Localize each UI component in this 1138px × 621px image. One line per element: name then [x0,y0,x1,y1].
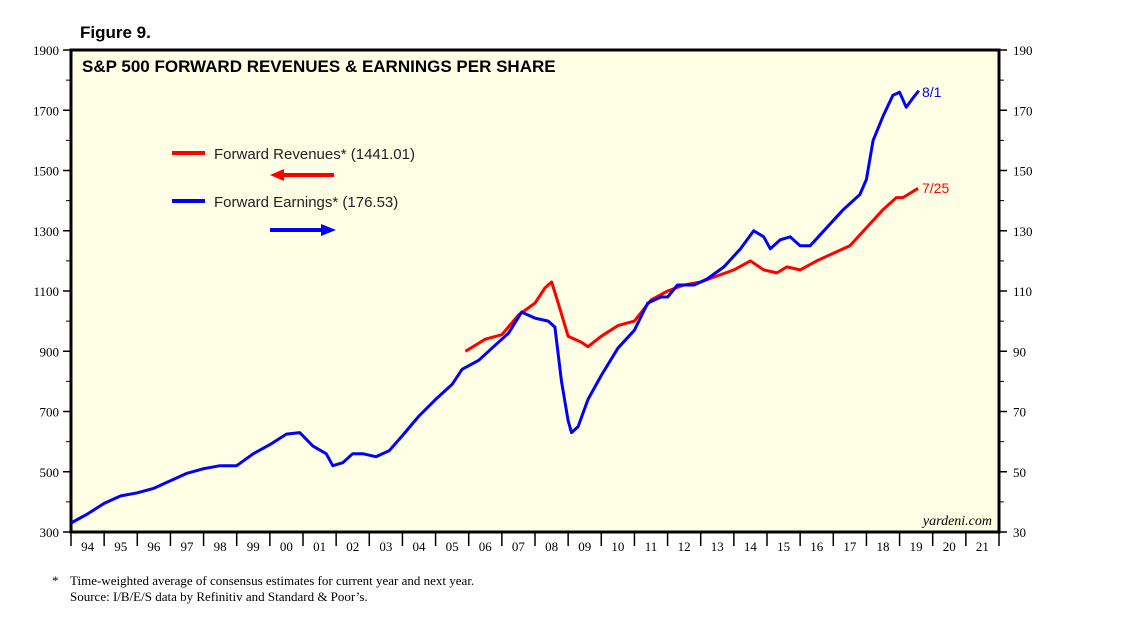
x-tick-label: 09 [578,539,591,554]
right-tick-label: 30 [1013,525,1026,540]
earnings-end-label: 8/1 [922,84,942,100]
left-tick-label: 1900 [33,43,59,58]
x-tick-label: 20 [943,539,956,554]
left-arrow-icon [270,169,334,181]
x-tick-label: 01 [313,539,326,554]
x-tick-label: 02 [346,539,359,554]
x-tick-label: 21 [976,539,989,554]
legend-label-revenues: Forward Revenues* (1441.01) [214,146,415,163]
right-tick-label: 130 [1013,224,1033,239]
plot-area [69,48,1001,534]
footnote-line-2: Source: I/B/E/S data by Refinitiv and St… [70,589,368,604]
x-tick-label: 10 [611,539,624,554]
x-tick-label: 15 [777,539,790,554]
footnote-line-1: Time-weighted average of consensus estim… [70,573,474,588]
left-tick-label: 1300 [33,224,59,239]
legend-label-earnings: Forward Earnings* (176.53) [214,194,398,211]
x-tick-label: 13 [711,539,724,554]
left-tick-label: 700 [40,405,60,420]
revenues-end-label: 7/25 [922,180,949,196]
left-tick-label: 1700 [33,103,59,118]
x-tick-label: 14 [744,539,758,554]
chart-title: S&P 500 FORWARD REVENUES & EARNINGS PER … [82,57,556,76]
x-tick-label: 05 [446,539,459,554]
x-tick-label: 03 [379,539,392,554]
watermark: yardeni.com [921,514,992,529]
figure-label: Figure 9. [80,23,151,42]
x-tick-label: 07 [512,539,526,554]
x-tick-label: 94 [81,539,95,554]
footnote-marker: * [52,573,59,588]
x-tick-label: 06 [479,539,493,554]
x-tick-label: 19 [910,539,923,554]
x-tick-label: 12 [678,539,691,554]
right-arrow-icon [270,224,336,236]
left-tick-label: 500 [40,465,60,480]
right-tick-label: 70 [1013,405,1026,420]
x-tick-label: 17 [843,539,857,554]
right-tick-label: 150 [1013,164,1033,179]
x-tick-label: 04 [413,539,427,554]
right-tick-label: 90 [1013,344,1026,359]
x-tick-label: 18 [877,539,890,554]
x-tick-label: 00 [280,539,293,554]
x-tick-label: 99 [247,539,260,554]
x-tick-label: 95 [114,539,127,554]
x-tick-label: 97 [181,539,195,554]
left-tick-label: 1500 [33,164,59,179]
x-tick-label: 98 [214,539,227,554]
right-tick-label: 190 [1013,43,1033,58]
right-tick-label: 50 [1013,465,1026,480]
x-tick-label: 08 [545,539,558,554]
x-tick-label: 16 [810,539,824,554]
left-tick-label: 1100 [33,284,59,299]
right-tick-label: 170 [1013,103,1033,118]
left-tick-label: 300 [40,525,60,540]
x-tick-label: 11 [645,539,658,554]
left-tick-label: 900 [40,344,60,359]
series-line-earnings [70,89,920,525]
x-tick-label: 96 [147,539,161,554]
right-tick-label: 110 [1013,284,1032,299]
